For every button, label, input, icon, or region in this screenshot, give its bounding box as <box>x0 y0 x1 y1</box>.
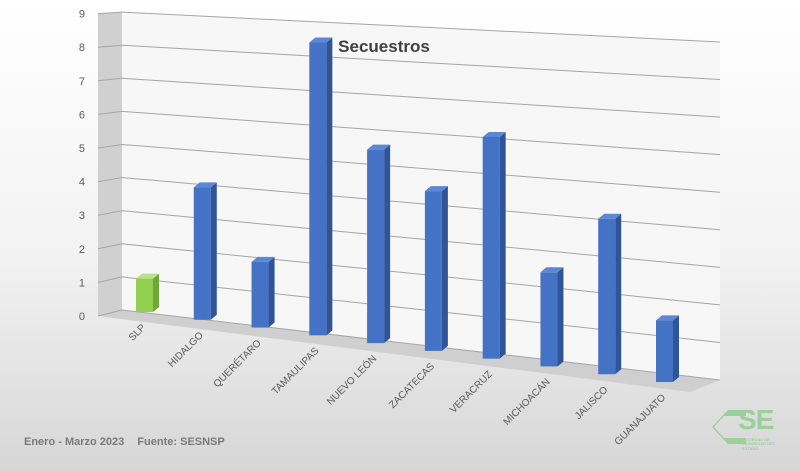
chart-footer: Enero - Marzo 2023 Fuente: SESNSP <box>24 436 235 448</box>
bar <box>598 218 616 375</box>
x-tick-label: GUANAJUATO <box>613 392 669 448</box>
bar-top <box>367 144 391 150</box>
bar-side <box>153 273 159 312</box>
se-logo-wordmark: SE <box>738 404 774 435</box>
gridline-side <box>97 177 123 183</box>
bar-side <box>673 315 679 382</box>
y-tick-label: 8 <box>79 42 85 54</box>
y-tick-label: 7 <box>79 76 85 88</box>
y-tick-label: 4 <box>79 177 85 189</box>
gridline-side <box>97 243 123 250</box>
gridline <box>121 144 721 193</box>
gridline-side <box>97 144 123 149</box>
gridline-side <box>97 77 123 82</box>
bar-top <box>540 267 564 273</box>
x-tick-label: SLP <box>127 322 148 343</box>
bar-side <box>326 37 333 336</box>
bar-side <box>499 132 506 359</box>
x-tick-label: ZACATECAS <box>387 361 437 411</box>
bar <box>424 191 442 351</box>
bar-side <box>268 256 275 328</box>
bar <box>656 320 673 382</box>
gridline-side <box>97 44 123 48</box>
x-tick-label: MICHOACÁN <box>500 375 552 427</box>
gridline-side <box>97 210 123 216</box>
bar-top <box>656 315 679 321</box>
bar-top <box>424 186 448 192</box>
bar <box>482 137 500 359</box>
footer-source: Fuente: SESNSP <box>137 436 225 448</box>
chart-title: Secuestros <box>338 37 430 56</box>
bar-top <box>482 132 506 137</box>
y-tick-label: 5 <box>79 143 85 155</box>
se-logo-tagline: SOCIEDAD DE SEGURIDAD DEL ESTADO <box>742 437 776 451</box>
gridline <box>121 11 721 43</box>
bar-side <box>210 182 217 320</box>
y-tick-label: 9 <box>79 9 85 21</box>
bar-top <box>251 256 275 262</box>
y-tick-label: 3 <box>79 210 85 222</box>
gridline-side <box>97 110 123 115</box>
x-tick-label: VERACRUZ <box>448 369 495 416</box>
gridline <box>121 110 721 156</box>
y-tick-label: 6 <box>79 109 85 121</box>
gridline-side <box>97 276 123 283</box>
x-tick-label: NUEVO LEÓN <box>324 352 380 408</box>
bar <box>193 187 211 320</box>
y-tick-label: 1 <box>79 277 85 289</box>
floor <box>98 310 720 392</box>
bar <box>136 278 153 312</box>
footer-period: Enero - Marzo 2023 <box>24 436 125 448</box>
gridline <box>121 44 721 81</box>
bar-side <box>441 186 448 351</box>
bar <box>540 272 558 367</box>
gridline-side <box>97 11 123 15</box>
se-logo-mark-icon <box>712 410 746 444</box>
bar-side <box>557 267 564 367</box>
side-wall <box>98 12 122 316</box>
gridline-side <box>97 309 123 317</box>
bar-top <box>598 213 622 219</box>
bar-top <box>193 182 217 188</box>
y-tick-label: 0 <box>79 311 85 323</box>
gridline <box>121 77 721 118</box>
bar-top <box>136 273 159 279</box>
bar <box>251 261 269 328</box>
bar <box>367 149 385 344</box>
bar-side <box>384 144 391 344</box>
y-tick-label: 2 <box>79 244 85 256</box>
x-tick-label: TAMAULIPAS <box>270 345 322 397</box>
se-logo: SE SOCIEDAD DE SEGURIDAD DEL ESTADO <box>712 404 792 464</box>
x-tick-label: QUERÉTARO <box>210 336 264 390</box>
bar-side <box>615 213 622 375</box>
bar <box>309 42 327 336</box>
x-tick-label: HIDALGO <box>166 330 206 370</box>
bar-top <box>309 37 333 43</box>
x-tick-label: JALISCO <box>573 384 610 421</box>
